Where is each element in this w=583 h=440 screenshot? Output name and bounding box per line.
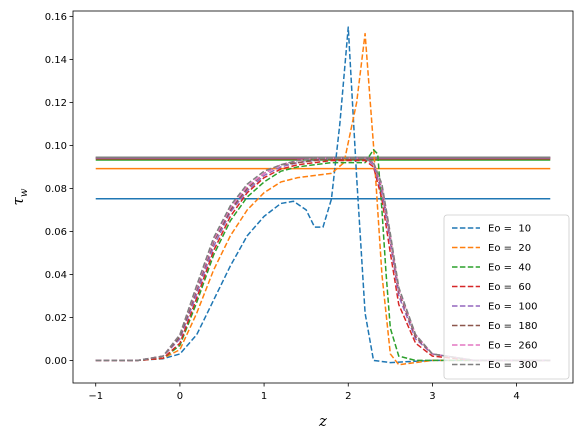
series-line-2 [95, 148, 551, 362]
legend-label-0: Eo = 10 [488, 224, 531, 235]
legend-label-5: Eo = 180 [488, 321, 537, 332]
series-line-7 [95, 157, 551, 362]
y-tick-label-3: 0.06 [45, 227, 67, 238]
x-tick-label-0: −1 [88, 391, 103, 402]
x-tick-label-3: 2 [345, 391, 351, 402]
y-axis-label-main: τ [9, 196, 27, 205]
series-line-3 [95, 159, 551, 362]
legend-label-4: Eo = 100 [488, 302, 537, 313]
x-tick-label-4: 3 [429, 391, 435, 402]
x-tick-label-1: 0 [177, 391, 183, 402]
legend-label-2: Eo = 40 [488, 263, 531, 274]
y-tick-label-2: 0.04 [45, 270, 67, 281]
legend-label-3: Eo = 60 [488, 282, 531, 293]
x-tick-label-5: 4 [513, 391, 519, 402]
y-axis-label: τw [9, 188, 30, 205]
axes-frame [72, 10, 574, 384]
legend-label-1: Eo = 20 [488, 243, 531, 254]
y-tick-label-4: 0.08 [45, 184, 67, 195]
legend-box [443, 214, 570, 380]
y-axis-label-sub: w [19, 188, 30, 197]
y-tick-label-7: 0.14 [45, 55, 67, 66]
legend: Eo = 10 Eo = 20 Eo = 40 Eo = 60 Eo = 100 Eo =… [443, 214, 570, 380]
y-tick-label-1: 0.02 [45, 313, 67, 324]
legend-label-6: Eo = 260 [488, 341, 537, 352]
x-axis-label: z [318, 412, 327, 430]
plot-area [95, 26, 551, 366]
legend-label-7: Eo = 300 [488, 360, 537, 371]
y-tick-label-0: 0.00 [45, 356, 67, 367]
x-tick-label-2: 1 [261, 391, 267, 402]
series-line-0 [95, 26, 551, 364]
y-tick-label-5: 0.10 [45, 141, 67, 152]
series-line-1 [95, 32, 551, 366]
y-tick-label-6: 0.12 [45, 98, 67, 109]
y-tick-label-8: 0.16 [45, 12, 67, 23]
axis-ticks: −1 0 1 2 3 4 0.00 0.02 0.04 0.06 0.08 0.10 0.12 0.14 0… [45, 12, 520, 402]
